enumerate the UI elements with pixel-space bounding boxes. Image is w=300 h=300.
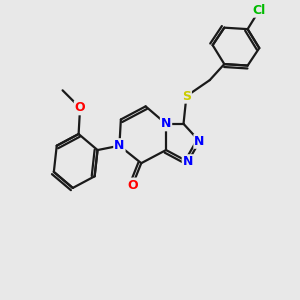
Text: O: O	[127, 178, 138, 191]
Text: Cl: Cl	[253, 4, 266, 17]
Text: S: S	[182, 90, 191, 103]
Text: N: N	[114, 139, 124, 152]
Text: N: N	[183, 155, 193, 168]
Text: N: N	[194, 135, 205, 148]
Text: N: N	[161, 117, 171, 130]
Text: O: O	[75, 101, 86, 114]
